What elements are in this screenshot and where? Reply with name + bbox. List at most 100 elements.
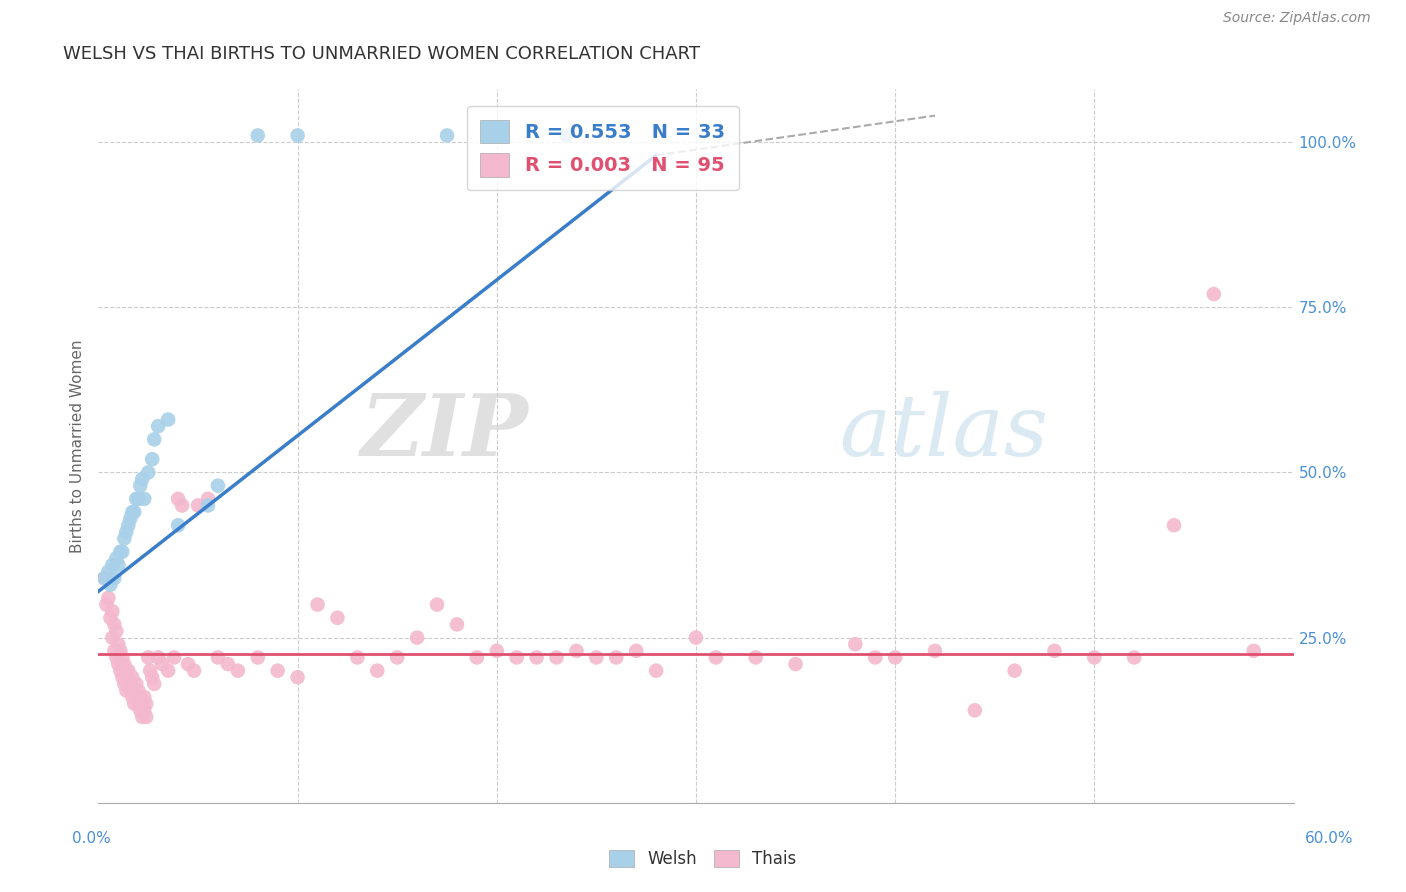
Point <box>111 545 134 559</box>
Point <box>197 491 219 506</box>
Point <box>124 505 146 519</box>
Point <box>1123 650 1146 665</box>
Point <box>136 466 159 480</box>
Text: WELSH VS THAI BIRTHS TO UNMARRIED WOMEN CORRELATION CHART: WELSH VS THAI BIRTHS TO UNMARRIED WOMEN … <box>63 45 700 62</box>
Point <box>103 644 125 658</box>
Point <box>1163 518 1185 533</box>
Point <box>172 499 194 513</box>
Point <box>97 565 120 579</box>
Point <box>226 664 249 678</box>
Legend: Welsh, Thais: Welsh, Thais <box>603 843 803 875</box>
Point <box>207 478 229 492</box>
Point <box>150 657 173 671</box>
Point <box>884 650 907 665</box>
Point <box>565 644 588 658</box>
Point <box>506 650 529 665</box>
Point <box>465 650 488 665</box>
Point <box>105 650 128 665</box>
Point <box>183 664 205 678</box>
Point <box>148 419 170 434</box>
Point <box>110 545 132 559</box>
Point <box>101 558 124 572</box>
Point <box>844 637 866 651</box>
Point <box>131 710 153 724</box>
Point <box>141 670 163 684</box>
Point <box>103 617 125 632</box>
Point <box>129 703 152 717</box>
Point <box>148 650 170 665</box>
Point <box>120 677 142 691</box>
Point <box>117 670 139 684</box>
Point <box>645 664 668 678</box>
Point <box>131 697 153 711</box>
Point <box>121 670 143 684</box>
Point <box>197 499 219 513</box>
Point <box>101 631 124 645</box>
Point <box>98 578 122 592</box>
Point <box>167 491 190 506</box>
Y-axis label: Births to Unmarried Women: Births to Unmarried Women <box>69 339 84 553</box>
Point <box>110 664 132 678</box>
Point <box>125 690 148 704</box>
Point <box>125 491 148 506</box>
Point <box>436 128 458 143</box>
Point <box>135 697 157 711</box>
Point <box>177 657 200 671</box>
Text: 60.0%: 60.0% <box>1305 831 1353 846</box>
Text: Source: ZipAtlas.com: Source: ZipAtlas.com <box>1223 12 1371 25</box>
Point <box>105 624 128 638</box>
Point <box>167 518 190 533</box>
Point <box>366 664 388 678</box>
Point <box>207 650 229 665</box>
Point <box>127 697 149 711</box>
Point <box>605 650 627 665</box>
Point <box>121 505 143 519</box>
Point <box>546 650 568 665</box>
Point <box>426 598 449 612</box>
Text: atlas: atlas <box>839 391 1049 473</box>
Point <box>124 683 146 698</box>
Point <box>187 499 209 513</box>
Point <box>129 478 152 492</box>
Point <box>143 677 166 691</box>
Point <box>246 128 269 143</box>
Point <box>626 644 648 658</box>
Point <box>1202 287 1225 301</box>
Point <box>115 664 138 678</box>
Point <box>124 697 146 711</box>
Point <box>1083 650 1105 665</box>
Point <box>287 670 309 684</box>
Point <box>267 664 290 678</box>
Point <box>120 683 142 698</box>
Point <box>785 657 807 671</box>
Point <box>107 657 129 671</box>
Point <box>685 631 707 645</box>
Point <box>385 650 409 665</box>
Point <box>93 571 115 585</box>
Text: 0.0%: 0.0% <box>72 831 111 846</box>
Point <box>115 524 138 539</box>
Point <box>346 650 368 665</box>
Point <box>704 650 727 665</box>
Point <box>157 664 180 678</box>
Point <box>112 677 135 691</box>
Point <box>121 690 143 704</box>
Point <box>127 491 149 506</box>
Point <box>93 571 115 585</box>
Point <box>112 532 135 546</box>
Point <box>555 128 578 143</box>
Point <box>134 491 156 506</box>
Point <box>406 631 429 645</box>
Point <box>111 670 134 684</box>
Point <box>107 637 129 651</box>
Point <box>112 657 135 671</box>
Point <box>129 690 152 704</box>
Point <box>134 703 156 717</box>
Point <box>287 128 309 143</box>
Point <box>135 710 157 724</box>
Point <box>111 650 134 665</box>
Point <box>105 551 128 566</box>
Point <box>485 128 508 143</box>
Point <box>134 690 156 704</box>
Point <box>924 644 946 658</box>
